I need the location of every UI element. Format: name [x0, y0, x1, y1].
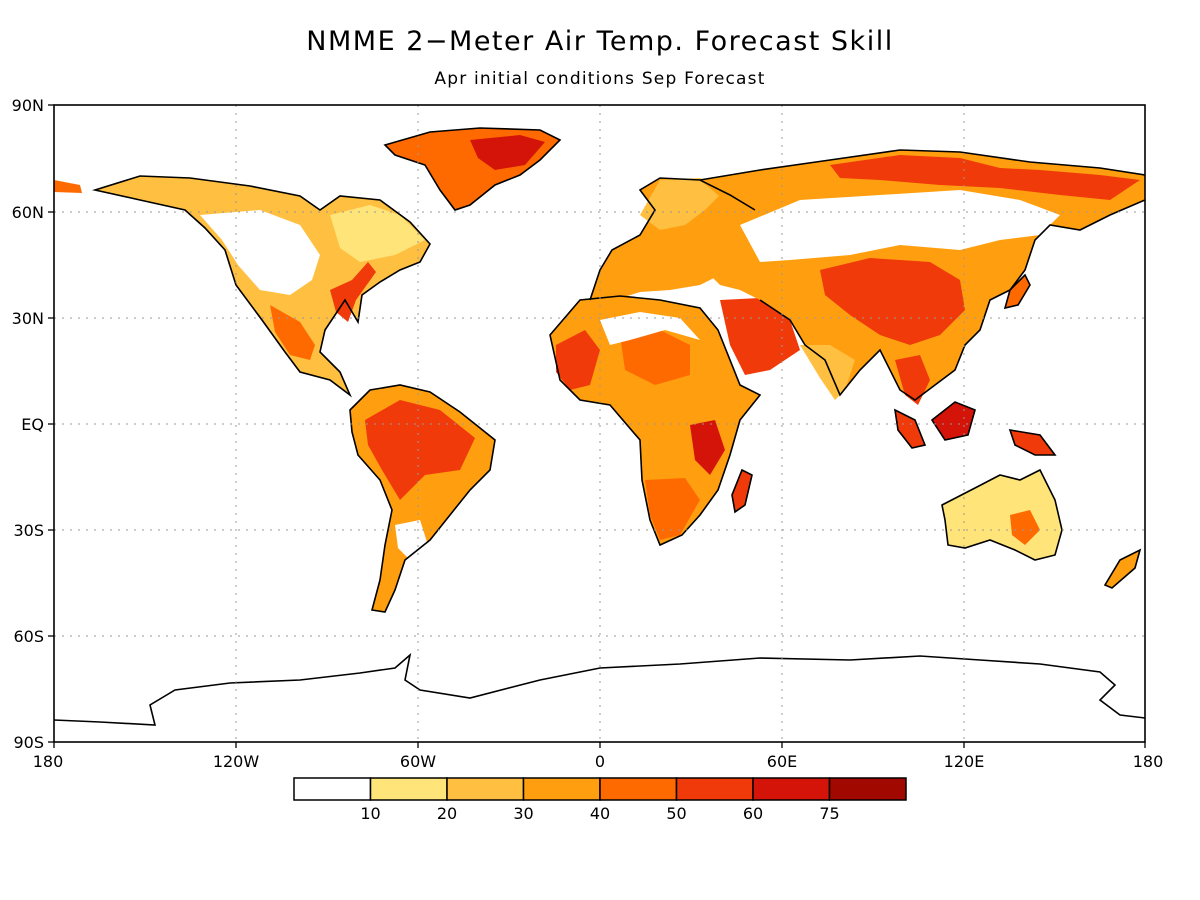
colorbar-label-40: 40	[590, 804, 610, 823]
skill-field	[54, 128, 1145, 612]
land-arabia	[720, 298, 800, 375]
colorbar-swatch-2	[446, 777, 525, 801]
land-new-zealand	[1105, 550, 1140, 588]
land-arctic-hot	[830, 155, 1140, 200]
land-south-america-hot	[365, 400, 475, 500]
land-canadian-archipelago	[330, 205, 425, 262]
lon-label-60e: 60E	[767, 752, 797, 771]
colorbar-label-30: 30	[513, 804, 533, 823]
map-layers	[54, 105, 1145, 742]
land-greenland-hot	[470, 135, 545, 170]
lat-label-90n: 90N	[12, 96, 44, 115]
land-central-asia-hot	[820, 258, 965, 345]
land-scandinavia	[640, 178, 725, 230]
lon-labels: 180 120W 60W 0 60E 120E 180	[33, 752, 1164, 771]
colorbar-swatch-3	[522, 777, 601, 801]
land-japan	[1005, 275, 1030, 308]
colorbar-label-60: 60	[743, 804, 763, 823]
lon-label-60w: 60W	[400, 752, 436, 771]
land-north-america-east	[330, 262, 376, 322]
land-africa-white	[600, 312, 700, 345]
colorbar-swatch-4	[599, 777, 678, 801]
land-south-america-white	[395, 520, 428, 560]
land-sumatra	[895, 410, 925, 448]
map-title: NMME 2−Meter Air Temp. Forecast Skill	[306, 26, 894, 57]
lat-labels: 90N 60N 30N EQ 30S 60S 90S	[12, 96, 44, 752]
map-subtitle: Apr initial conditions Sep Forecast	[434, 69, 766, 89]
colorbar: 10 20 30 40 50 60 75	[293, 777, 907, 823]
land-new-guinea	[1010, 430, 1055, 455]
lat-label-30n: 30N	[12, 309, 44, 328]
colorbar-label-50: 50	[666, 804, 686, 823]
land-africa	[550, 296, 760, 545]
land-madagascar	[732, 470, 752, 512]
land-borneo	[932, 402, 975, 440]
colorbar-swatch-1	[369, 777, 448, 801]
lon-label-120e: 120E	[944, 752, 985, 771]
colorbar-label-75: 75	[819, 804, 839, 823]
colorbar-swatch-5	[675, 777, 754, 801]
land-australia-hot	[1010, 510, 1040, 545]
land-africa-hot-west	[556, 330, 600, 390]
lon-label-180w: 180	[33, 752, 64, 771]
land-india	[800, 345, 855, 400]
colorbar-label-20: 20	[437, 804, 457, 823]
land-chukotka	[54, 180, 82, 193]
land-africa-hot-east	[690, 420, 725, 475]
land-africa-hot-central	[620, 330, 690, 385]
land-southeast-asia	[895, 355, 930, 405]
land-north-america-white	[200, 210, 320, 295]
lat-label-90s: 90S	[13, 733, 44, 752]
lon-label-0: 0	[595, 752, 605, 771]
colorbar-swatch-0	[293, 777, 372, 801]
land-africa-south	[645, 478, 700, 540]
colorbar-swatch-6	[752, 777, 831, 801]
lon-label-180e: 180	[1133, 752, 1164, 771]
tick-marks	[48, 104, 1146, 748]
lat-label-eq: EQ	[21, 415, 44, 434]
lat-label-60n: 60N	[12, 203, 44, 222]
land-siberia-white	[740, 190, 1060, 262]
colorbar-label-10: 10	[360, 804, 380, 823]
graticule	[54, 105, 1145, 742]
lat-label-60s: 60S	[13, 627, 44, 646]
coastlines	[54, 127, 1145, 726]
land-north-america-hot	[270, 305, 315, 360]
colorbar-swatch-7	[828, 777, 907, 801]
lon-label-120w: 120W	[213, 752, 260, 771]
lat-label-30s: 30S	[13, 521, 44, 540]
